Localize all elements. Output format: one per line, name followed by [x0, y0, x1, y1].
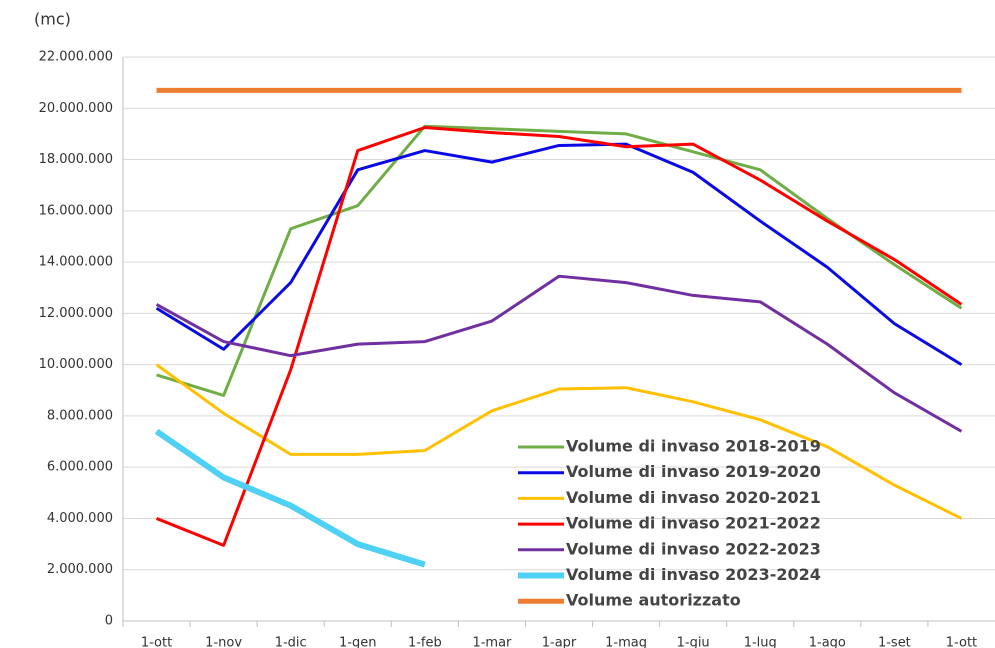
y-tick-label: 4.000.000: [47, 511, 113, 526]
x-tick-label: 1-apr: [542, 636, 577, 648]
y-tick-label: 20.000.000: [39, 101, 113, 116]
x-tick-label: 1-ott: [141, 636, 172, 648]
series-line: [155, 274, 963, 433]
legend-label: Volume autorizzato: [566, 591, 741, 610]
legend-label: Volume di invaso 2023-2024: [566, 565, 821, 584]
legend-label: Volume di invaso 2021-2022: [566, 514, 821, 533]
series-line: [156, 124, 963, 397]
series-line: [155, 363, 963, 520]
x-tick-label: 1-ott: [946, 636, 977, 648]
x-tick-label: 1-set: [878, 636, 911, 648]
x-tick-label: 1-giu: [677, 636, 710, 648]
x-tick-label: 1-dic: [275, 636, 307, 648]
y-tick-label: 10.000.000: [39, 357, 113, 372]
y-axis-label: (mc): [34, 10, 71, 29]
legend-label: Volume di invaso 2020-2021: [566, 488, 821, 507]
y-tick-label: 22.000.000: [39, 50, 113, 65]
legend-label: Volume di invaso 2018-2019: [566, 437, 821, 456]
series-line: [155, 142, 963, 366]
y-tick-label: 6.000.000: [47, 460, 113, 475]
y-tick-label: 12.000.000: [39, 306, 113, 321]
y-tick-label: 2.000.000: [47, 562, 113, 577]
series-line: [154, 428, 426, 568]
x-tick-label: 1-mar: [472, 636, 512, 648]
y-tick-label: 18.000.000: [39, 152, 113, 167]
x-tick-label: 1-nov: [205, 636, 242, 648]
legend-label: Volume di invaso 2019-2020: [566, 462, 821, 481]
y-tick-label: 0: [105, 614, 113, 629]
y-tick-label: 14.000.000: [39, 255, 113, 270]
x-tick-label: 1-lug: [744, 636, 777, 648]
x-tick-label: 1-feb: [408, 636, 442, 648]
legend-label: Volume di invaso 2022-2023: [566, 539, 821, 558]
x-tick-label: 1-mag: [605, 636, 647, 648]
x-tick-label: 1-gen: [339, 636, 376, 648]
y-tick-label: 16.000.000: [39, 203, 113, 218]
x-tick-label: 1-ago: [809, 636, 846, 648]
y-tick-label: 8.000.000: [47, 408, 113, 423]
series-line: [155, 126, 963, 547]
